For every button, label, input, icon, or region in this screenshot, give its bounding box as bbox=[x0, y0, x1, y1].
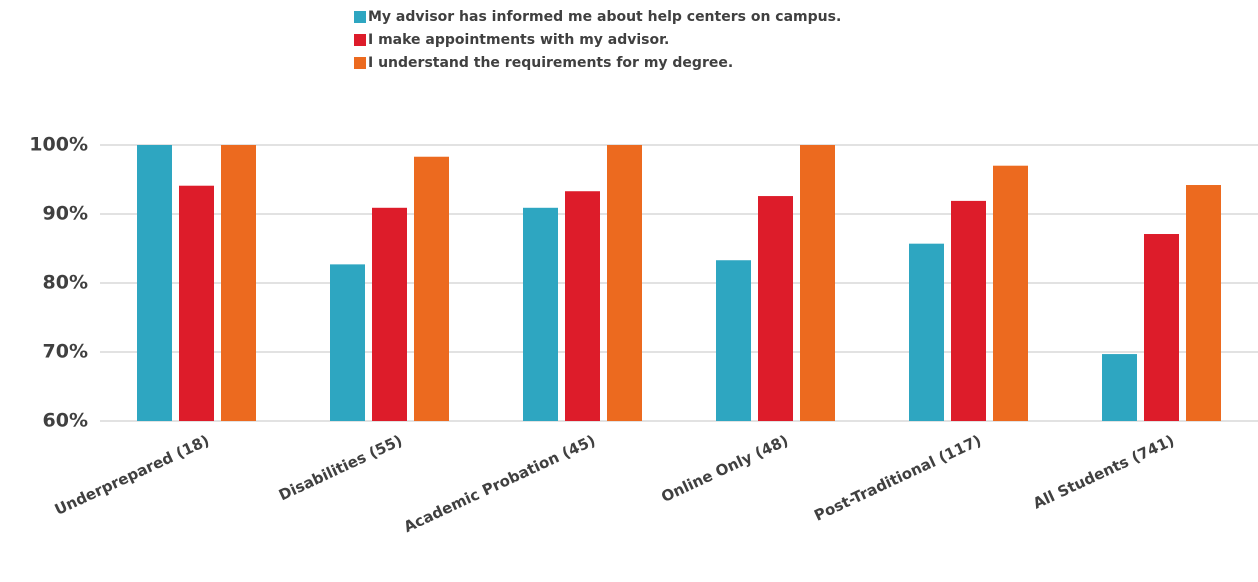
bar bbox=[179, 185, 214, 421]
legend-label: I understand the requirements for my deg… bbox=[368, 55, 733, 71]
y-tick-label: 90% bbox=[43, 203, 88, 225]
x-tick-label: Post-Traditional (117) bbox=[811, 431, 984, 524]
bar bbox=[800, 145, 835, 421]
legend-label: I make appointments with my advisor. bbox=[368, 32, 669, 48]
bar bbox=[1102, 354, 1137, 421]
y-tick-label: 80% bbox=[43, 272, 88, 294]
bar bbox=[565, 191, 600, 421]
bar bbox=[523, 207, 558, 421]
bar bbox=[758, 196, 793, 421]
x-tick-label: Disabilities (55) bbox=[276, 431, 405, 504]
legend-swatch bbox=[354, 34, 366, 46]
legend-swatch bbox=[354, 57, 366, 69]
y-tick-label: 70% bbox=[43, 341, 88, 363]
bar bbox=[607, 145, 642, 421]
bar bbox=[716, 260, 751, 421]
bar bbox=[909, 243, 944, 421]
x-tick-label: Online Only (48) bbox=[658, 431, 791, 506]
y-tick-label: 60% bbox=[43, 410, 88, 432]
bar bbox=[414, 156, 449, 422]
bar bbox=[221, 145, 256, 421]
bar bbox=[1186, 185, 1221, 421]
bar bbox=[330, 264, 365, 421]
bar bbox=[372, 207, 407, 421]
bar bbox=[137, 145, 172, 421]
y-tick-label: 100% bbox=[29, 134, 88, 156]
bar bbox=[1144, 234, 1179, 421]
legend-swatch bbox=[354, 11, 366, 23]
x-tick-label: All Students (741) bbox=[1030, 431, 1177, 512]
bar bbox=[951, 200, 986, 421]
x-tick-label: Academic Probation (45) bbox=[401, 431, 598, 536]
legend-label: My advisor has informed me about help ce… bbox=[368, 9, 841, 25]
bar bbox=[993, 165, 1028, 421]
x-tick-label: Underprepared (18) bbox=[52, 431, 212, 519]
